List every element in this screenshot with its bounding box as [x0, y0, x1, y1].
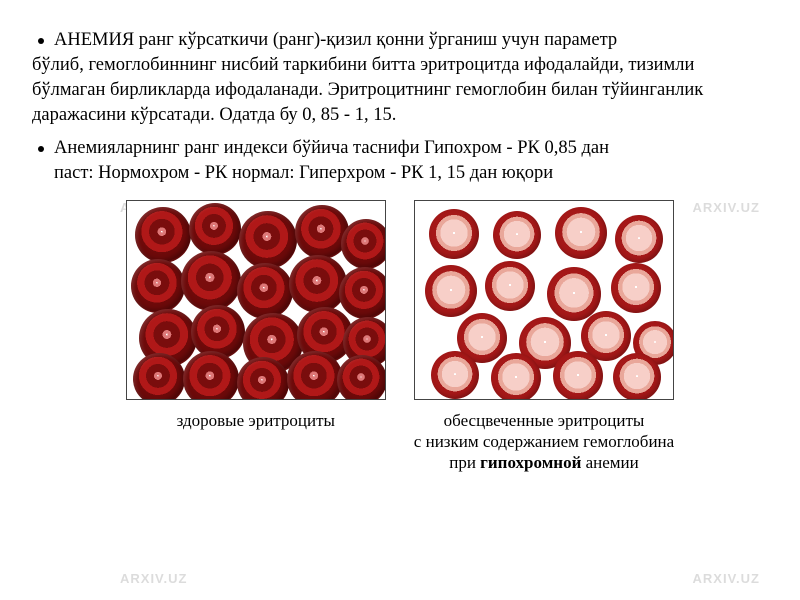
healthy-cell: [135, 207, 191, 263]
para1-first-line: АНЕМИЯ ранг кўрсаткичи (ранг)-қизил қонн…: [54, 28, 768, 53]
pale-cell: [555, 207, 607, 259]
pale-cell: [493, 211, 541, 259]
caption-pale-line3: при гипохромной анемии: [449, 453, 639, 472]
pale-cell: [553, 351, 603, 400]
healthy-cell: [339, 267, 386, 319]
pale-cell: [431, 351, 479, 399]
healthy-cell: [131, 259, 185, 313]
panel-healthy: здоровые эритроциты: [126, 200, 386, 474]
healthy-cell: [133, 353, 185, 400]
pale-cell: [615, 215, 663, 263]
bullet-icon: [38, 38, 44, 44]
healthy-cell: [191, 305, 245, 359]
healthy-cell: [289, 255, 347, 313]
figure-row: здоровые эритроциты обесцвеченные эритро…: [32, 200, 768, 474]
healthy-cell: [183, 351, 239, 400]
healthy-cell: [189, 203, 241, 255]
healthy-cell: [181, 251, 241, 311]
healthy-cell: [237, 357, 289, 400]
bullet-item-1: АНЕМИЯ ранг кўрсаткичи (ранг)-қизил қонн…: [32, 28, 768, 128]
healthy-cell: [239, 211, 297, 269]
healthy-cell: [237, 263, 293, 319]
pale-cell: [425, 265, 477, 317]
panel-pale: обесцвеченные эритроциты с низким содерж…: [414, 200, 674, 474]
para2-first-line: Анемияларнинг ранг индекси бўйича тасниф…: [54, 136, 768, 161]
watermark: ARXIV.UZ: [693, 571, 760, 586]
caption-healthy: здоровые эритроциты: [177, 410, 335, 431]
bullet-icon: [38, 146, 44, 152]
healthy-cell: [287, 351, 343, 400]
pale-cell: [613, 353, 661, 400]
bullet-item-2: Анемияларнинг ранг индекси бўйича тасниф…: [32, 136, 768, 186]
cells-pale-image: [414, 200, 674, 400]
cells-healthy-image: [126, 200, 386, 400]
para2-continuation: паст: Нормохром - РК нормал: Гиперхром -…: [32, 161, 768, 186]
pale-cell: [547, 267, 601, 321]
pale-cell: [429, 209, 479, 259]
caption-pale: обесцвеченные эритроциты с низким содерж…: [414, 410, 674, 474]
healthy-cell: [295, 205, 349, 259]
para1-continuation: бўлиб, гемоглобиннинг нисбий таркибини б…: [32, 53, 768, 128]
caption-pale-line1: обесцвеченные эритроциты: [444, 411, 645, 430]
healthy-cell: [341, 219, 386, 269]
healthy-cell: [337, 355, 386, 400]
pale-cell: [485, 261, 535, 311]
pale-cell: [491, 353, 541, 400]
watermark: ARXIV.UZ: [120, 571, 187, 586]
caption-pale-line2: с низким содержанием гемоглобина: [414, 432, 674, 451]
pale-cell: [611, 263, 661, 313]
